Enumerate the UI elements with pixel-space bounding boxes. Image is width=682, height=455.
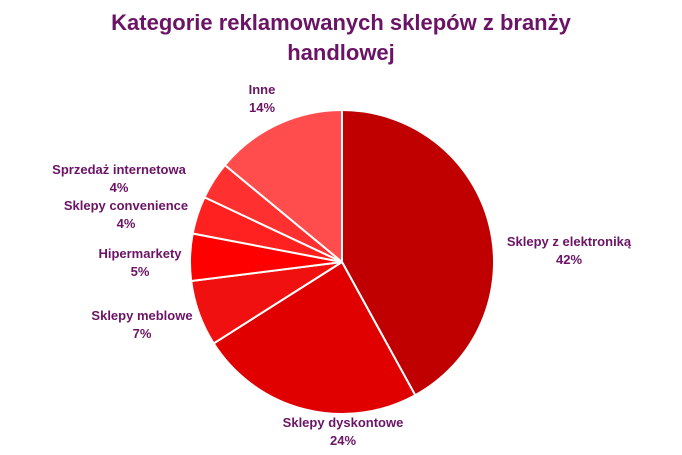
- chart-title-line-1: Kategorie reklamowanych sklepów z branży: [111, 10, 571, 35]
- slice-name: Sklepy z elektroniką: [507, 234, 632, 249]
- slice-label-1: Sklepy z elektroniką 42%: [507, 234, 632, 267]
- slice-value: 5%: [131, 264, 150, 279]
- slice-value: 7%: [133, 326, 152, 341]
- slice-labels: Sklepy z elektroniką 42% Sklepy dyskontowe…: [52, 82, 632, 448]
- slice-name: Sklepy convenience: [64, 198, 188, 213]
- chart-title: Kategorie reklamowanych sklepów z branży…: [0, 8, 682, 68]
- slice-value: 14%: [249, 100, 275, 115]
- pie-slice-2: [212, 260, 417, 415]
- slice-label-6: Sprzedaż internetowa 4%: [52, 162, 186, 195]
- slice-label-5: Sklepy convenience 4%: [64, 198, 188, 231]
- slice-name: Sprzedaż internetowa: [52, 162, 186, 177]
- slice-value: 42%: [556, 252, 582, 267]
- slice-name: Sklepy dyskontowe: [283, 415, 404, 430]
- pie-slices: [189, 108, 495, 415]
- slice-name: Hipermarkety: [98, 246, 182, 261]
- slice-value: 4%: [117, 216, 136, 231]
- chart-title-line-2: handlowej: [287, 40, 395, 65]
- slice-label-2: Sklepy dyskontowe 24%: [283, 415, 404, 448]
- slice-label-4: Hipermarkety 5%: [98, 246, 182, 279]
- pie-slice-1: [341, 108, 495, 397]
- slice-name: Sklepy meblowe: [91, 308, 192, 323]
- slice-label-7: Inne 14%: [249, 82, 276, 115]
- slice-value: 24%: [330, 433, 356, 448]
- pie-slice-7: [223, 108, 343, 265]
- slice-label-3: Sklepy meblowe 7%: [91, 308, 192, 341]
- slice-name: Inne: [249, 82, 276, 97]
- slice-value: 4%: [110, 180, 129, 195]
